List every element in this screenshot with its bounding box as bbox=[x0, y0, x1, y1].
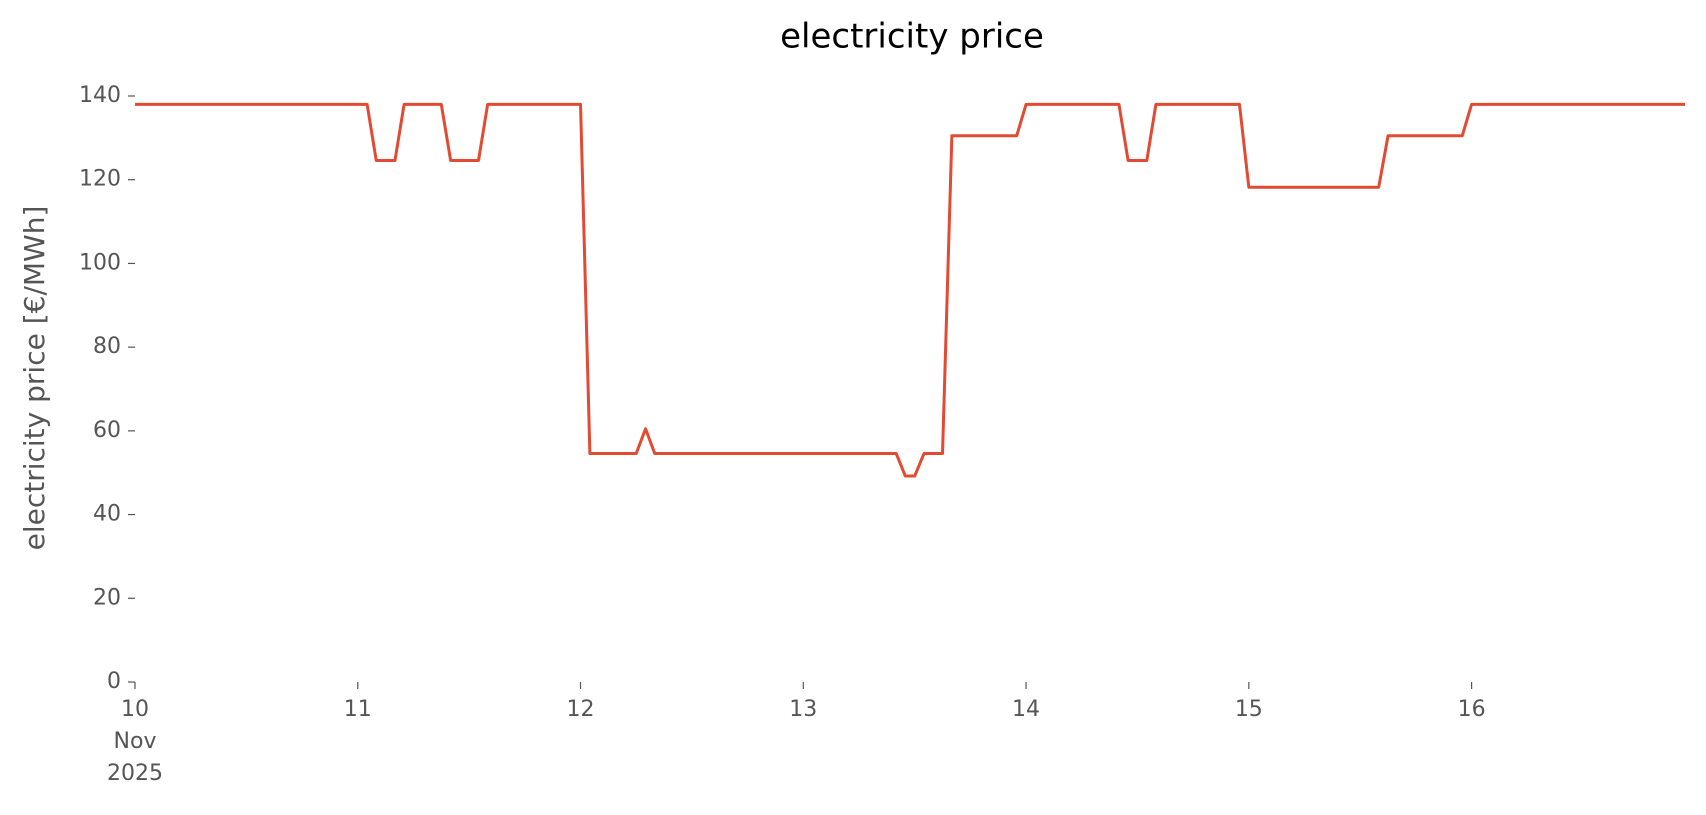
y-tick-label: 120 bbox=[79, 167, 121, 192]
x-tick-label: 14 bbox=[1012, 697, 1040, 722]
x-tick-label: 13 bbox=[789, 697, 817, 722]
y-tick-label: 20 bbox=[93, 585, 121, 610]
y-tick-label: 0 bbox=[107, 669, 121, 694]
y-tick-label: 140 bbox=[79, 83, 121, 108]
y-axis-label: electricity price [€/MWh] bbox=[18, 206, 51, 551]
y-tick-label: 40 bbox=[93, 502, 121, 527]
x-tick-label: 11 bbox=[344, 697, 372, 722]
x-tick-label: 10 Nov 2025 bbox=[107, 697, 163, 786]
chart-title: electricity price bbox=[780, 17, 1044, 57]
y-tick-label: 60 bbox=[93, 418, 121, 443]
y-tick-label: 100 bbox=[79, 250, 121, 275]
line-series bbox=[135, 102, 1685, 478]
x-tick-label: 12 bbox=[567, 697, 595, 722]
y-tick-label: 80 bbox=[93, 334, 121, 359]
x-tick-label: 16 bbox=[1458, 697, 1486, 722]
x-tick-label: 15 bbox=[1235, 697, 1263, 722]
